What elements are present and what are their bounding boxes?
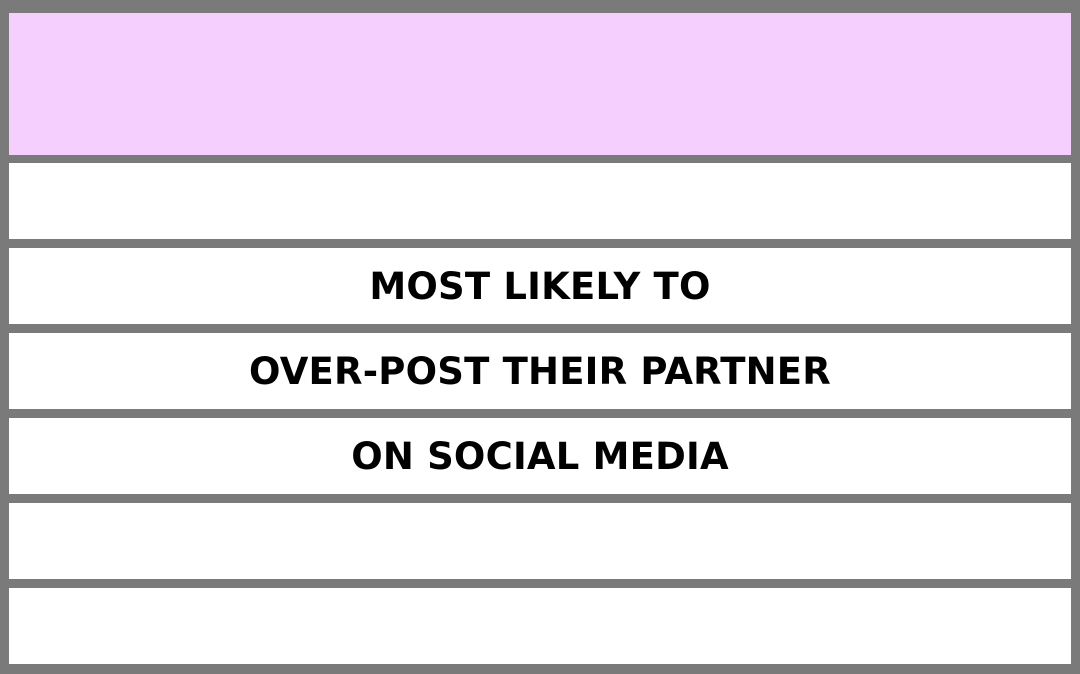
line-row-3: OVER-POST THEIR PARTNER — [9, 333, 1071, 409]
header-band — [9, 13, 1071, 155]
line-row-2-text: MOST LIKELY TO — [369, 264, 711, 308]
line-row-5 — [9, 503, 1071, 579]
line-row-3-text: OVER-POST THEIR PARTNER — [249, 349, 831, 393]
line-row-4-text: ON SOCIAL MEDIA — [351, 434, 729, 478]
line-row-4: ON SOCIAL MEDIA — [9, 418, 1071, 494]
line-row-1 — [9, 163, 1071, 239]
line-row-6 — [9, 588, 1071, 664]
line-row-2: MOST LIKELY TO — [9, 248, 1071, 324]
